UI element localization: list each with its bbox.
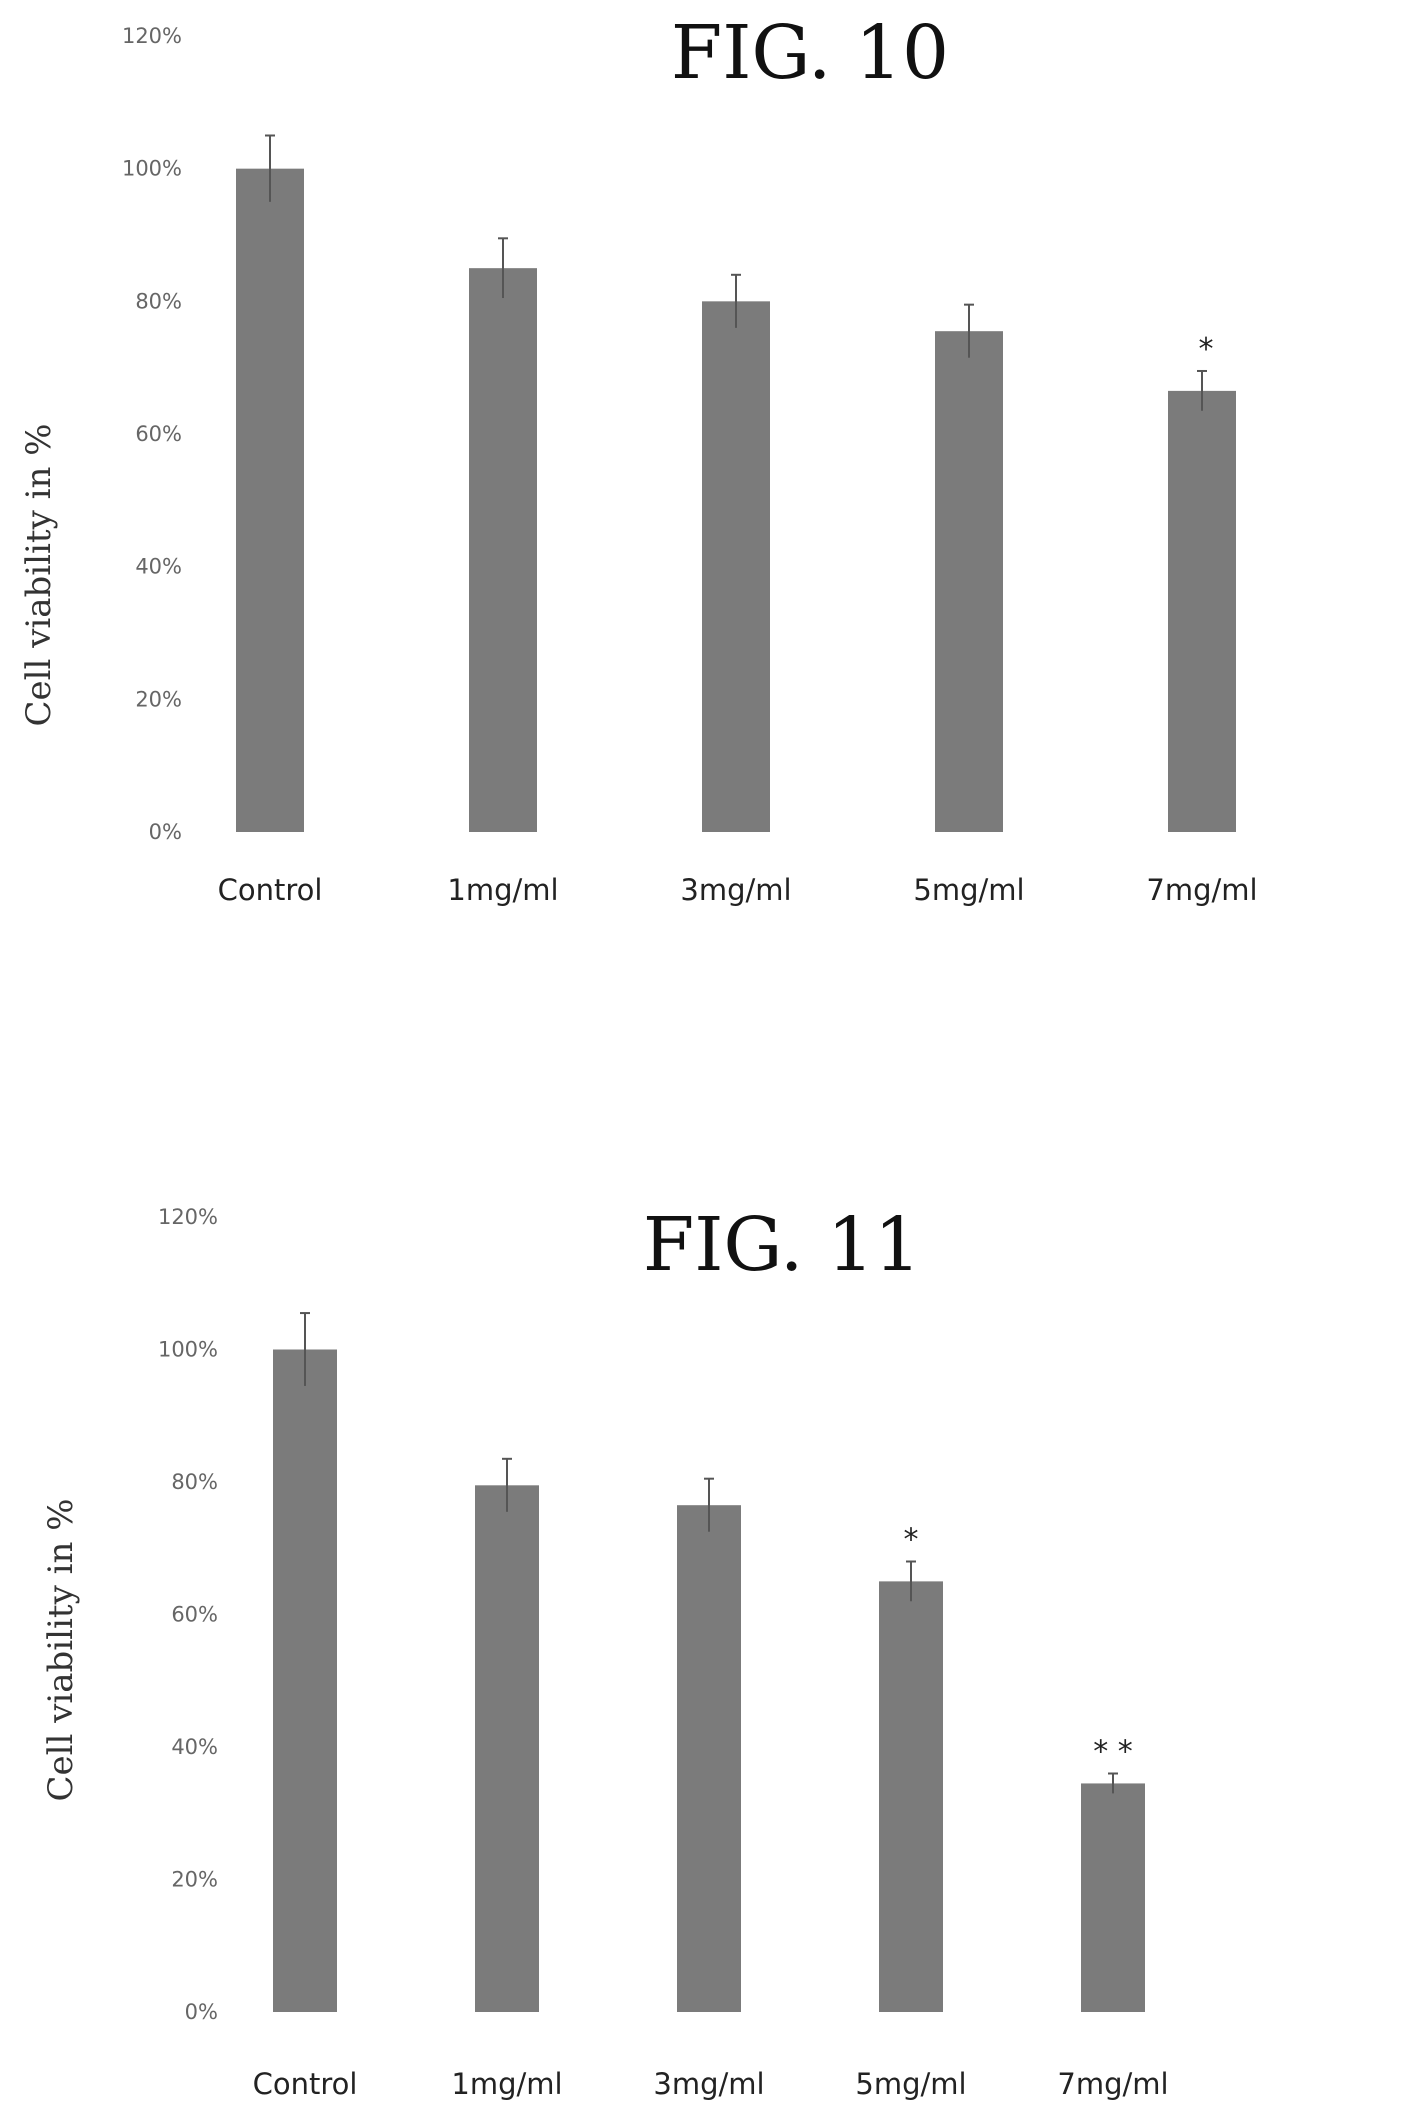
- fig10-bar: [469, 268, 537, 833]
- fig10-y-tick-label: 0%: [149, 820, 182, 844]
- fig10-y-tick-label: 100%: [122, 157, 182, 181]
- fig11-y-tick-label: 0%: [185, 2000, 218, 2024]
- fig11-bar: [273, 1349, 337, 2012]
- fig11-chart-svg: FIG. 11 Cell viability in % 0% 20% 40% 60% 80%…: [41, 1202, 1169, 2101]
- fig10-bar: [1168, 390, 1236, 832]
- fig10-x-tick-label: 5mg/ml: [913, 873, 1024, 907]
- fig10-y-tick-label: 20%: [135, 687, 182, 711]
- fig10-x-tick-label: 3mg/ml: [680, 873, 791, 907]
- fig10-y-tick-label: 120%: [122, 24, 182, 48]
- fig11-title: FIG. 11: [643, 1202, 921, 1288]
- fig11-x-tick-label: 5mg/ml: [855, 2067, 966, 2101]
- fig10-x-tick-label: Control: [218, 873, 323, 907]
- fig11-bar: [677, 1505, 741, 2012]
- fig10-significance-marker: *: [1199, 332, 1214, 367]
- fig10-title: FIG. 10: [671, 10, 949, 96]
- fig11-x-tick-label: 3mg/ml: [653, 2067, 764, 2101]
- fig10-y-axis-label: Cell viability in %: [19, 424, 59, 727]
- figure-11: FIG. 11 Cell viability in % 0% 20% 40% 60% 80%…: [0, 1180, 1407, 2114]
- fig11-y-axis-label: Cell viability in %: [41, 1499, 81, 1802]
- fig11-bar: [879, 1581, 943, 2012]
- fig10-bar: [702, 301, 770, 832]
- fig11-y-tick-label: 20%: [171, 1868, 218, 1892]
- fig11-y-tick-label: 100%: [158, 1338, 218, 1362]
- fig11-y-tick-label: 60%: [171, 1603, 218, 1627]
- fig11-bar: [475, 1485, 539, 2012]
- fig11-bar: [1081, 1783, 1145, 2012]
- fig10-y-tick-label: 40%: [135, 555, 182, 579]
- fig11-x-tick-label: 7mg/ml: [1057, 2067, 1168, 2101]
- fig10-chart-svg: FIG. 10 Cell viability in % 0% 20% 40% 60% 80%…: [19, 10, 1258, 907]
- fig10-y-tick-label: 80%: [135, 289, 182, 313]
- fig11-y-tick-label: 80%: [171, 1470, 218, 1494]
- figure-10: FIG. 10 Cell viability in % 0% 20% 40% 60% 80%…: [0, 0, 1407, 1000]
- fig11-significance-marker: *: [904, 1523, 919, 1558]
- fig10-bar: [236, 168, 304, 832]
- fig11-significance-marker: * *: [1093, 1735, 1133, 1770]
- fig11-y-tick-label: 40%: [171, 1735, 218, 1759]
- fig10-bar: [935, 331, 1003, 832]
- fig11-x-tick-label: Control: [253, 2067, 358, 2101]
- fig11-y-tick-label: 120%: [158, 1205, 218, 1229]
- fig10-y-tick-label: 60%: [135, 422, 182, 446]
- fig10-x-tick-label: 1mg/ml: [447, 873, 558, 907]
- fig10-x-tick-label: 7mg/ml: [1146, 873, 1257, 907]
- fig11-x-tick-label: 1mg/ml: [451, 2067, 562, 2101]
